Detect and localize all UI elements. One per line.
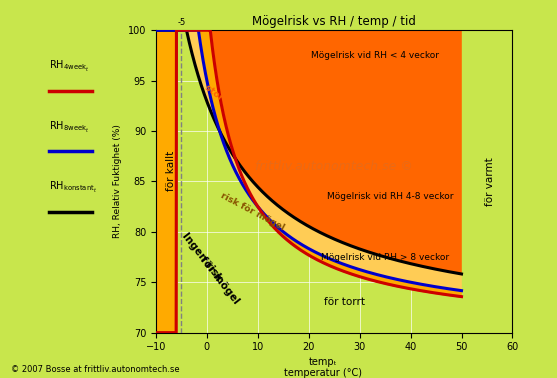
- Title: Mögelrisk vs RH / temp / tid: Mögelrisk vs RH / temp / tid: [252, 15, 416, 28]
- Text: RH$_{\mathsf{konstant}_t}$: RH$_{\mathsf{konstant}_t}$: [49, 180, 97, 195]
- Text: RH$_{\mathsf{4week}_t}$: RH$_{\mathsf{4week}_t}$: [49, 59, 90, 74]
- Text: -5: -5: [177, 18, 185, 27]
- Text: temperatur (°C): temperatur (°C): [284, 368, 362, 378]
- Text: risk för mögel: risk för mögel: [219, 191, 286, 232]
- Text: tempₜ: tempₜ: [309, 357, 338, 367]
- Text: © 2007 Bosse at frittliv.autonomtech.se: © 2007 Bosse at frittliv.autonomtech.se: [11, 365, 180, 374]
- Text: Mögelrisk vid RH < 4 veckor: Mögelrisk vid RH < 4 veckor: [311, 51, 439, 60]
- Text: för kallt: för kallt: [166, 151, 176, 192]
- Y-axis label: RH, Relativ Fuktighet (%): RH, Relativ Fuktighet (%): [113, 124, 123, 239]
- Text: Mögelrisk vid RH > 8 veckor: Mögelrisk vid RH > 8 veckor: [321, 253, 449, 262]
- Text: frittliv.autonomtech.se ©: frittliv.autonomtech.se ©: [255, 160, 413, 173]
- Text: stor risk för mögel: stor risk för mögel: [203, 83, 282, 149]
- Text: Mögelrisk vid RH 4-8 veckor: Mögelrisk vid RH 4-8 veckor: [327, 192, 453, 201]
- Text: för torrt: för torrt: [324, 297, 365, 307]
- Text: för mögel: för mögel: [198, 255, 241, 306]
- Text: RH$_{\mathsf{8week}_t}$: RH$_{\mathsf{8week}_t}$: [49, 119, 90, 135]
- Text: Ingen risk: Ingen risk: [180, 231, 224, 283]
- Text: för varmt: för varmt: [485, 157, 495, 206]
